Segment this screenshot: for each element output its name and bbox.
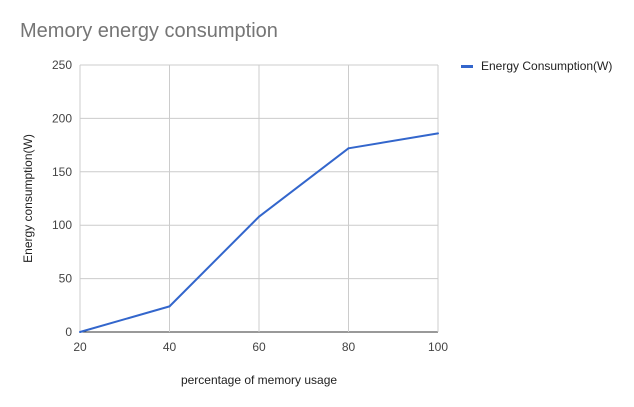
grid-lines xyxy=(79,64,439,333)
y-tick-label: 150 xyxy=(52,165,72,179)
y-tick-label: 250 xyxy=(52,58,72,72)
y-tick-label: 200 xyxy=(52,111,72,125)
y-tick-label: 0 xyxy=(65,325,72,339)
data-point xyxy=(437,132,439,135)
data-point xyxy=(79,331,81,333)
x-tick-label: 40 xyxy=(163,340,177,354)
y-axis-label: Energy consumption(W) xyxy=(21,134,35,263)
tick-labels: 0 50 100 150 200 250 20 40 60 80 100 xyxy=(52,58,448,354)
data-point xyxy=(168,305,171,308)
y-tick-label: 50 xyxy=(59,272,73,286)
x-tick-label: 60 xyxy=(252,340,266,354)
x-tick-label: 80 xyxy=(342,340,356,354)
x-axis-label: percentage of memory usage xyxy=(181,373,337,387)
data-point xyxy=(347,147,350,150)
data-point xyxy=(258,215,260,218)
y-tick-label: 100 xyxy=(52,218,72,232)
legend-swatch xyxy=(461,64,473,68)
x-tick-label: 20 xyxy=(73,340,87,354)
series-lines xyxy=(79,132,439,333)
legend-label: Energy Consumption(W) xyxy=(481,59,613,73)
chart-title: Memory energy consumption xyxy=(20,20,278,42)
x-tick-label: 100 xyxy=(428,340,448,354)
legend: Energy Consumption(W) xyxy=(461,59,612,73)
